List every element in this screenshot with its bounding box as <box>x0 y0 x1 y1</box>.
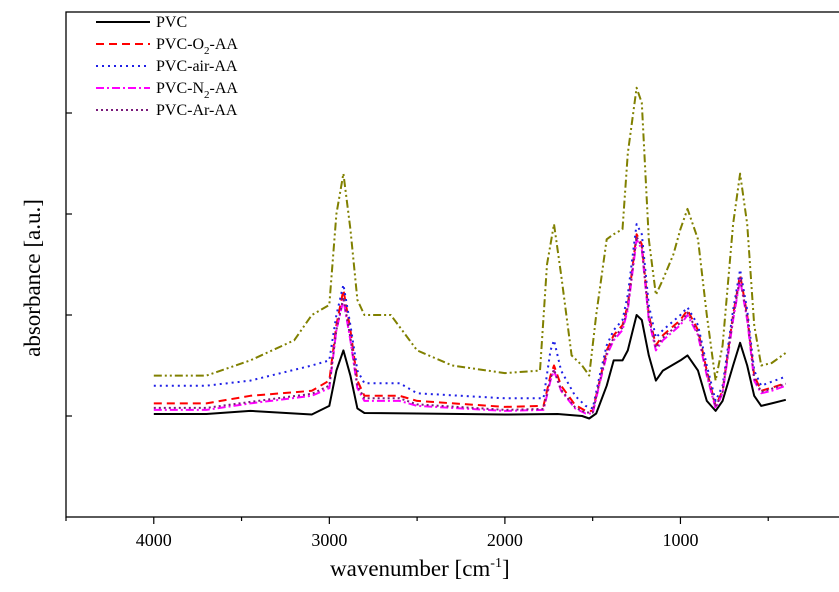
series-line-pvc-air-aa <box>153 223 787 410</box>
x-tick-label: 3000 <box>311 530 347 550</box>
legend-label: PVC-Ar-AA <box>156 102 238 119</box>
legend-label: PVC <box>156 14 187 31</box>
legend-label: PVC-N2-AA <box>156 80 238 101</box>
x-axis-title: wavenumber [cm-1] <box>330 556 510 582</box>
x-tick-label: 4000 <box>136 530 172 550</box>
x-tick-label: 2000 <box>487 530 523 550</box>
legend-label: PVC-O2-AA <box>156 36 238 57</box>
x-axis-title-exponent: -1 <box>490 556 502 571</box>
x-tick-label: 1000 <box>662 530 698 550</box>
y-axis-title: absorbance [a.u.] <box>20 199 45 357</box>
x-axis-title-close: ] <box>501 556 510 581</box>
series-line-pvc-ar-aa <box>153 235 787 414</box>
plot-frame <box>65 11 839 518</box>
series-layer <box>153 86 787 420</box>
series-line-unlabeled-5 <box>153 86 787 382</box>
x-axis-title-text: wavenumber [cm <box>330 556 491 581</box>
series-line-pvc <box>153 314 787 420</box>
series-line-pvc-o2-aa <box>153 233 787 412</box>
legend-label: PVC-air-AA <box>156 58 238 75</box>
series-line-pvc-n2-aa <box>153 238 787 415</box>
x-axis: 40003000200010000 <box>65 112 769 550</box>
